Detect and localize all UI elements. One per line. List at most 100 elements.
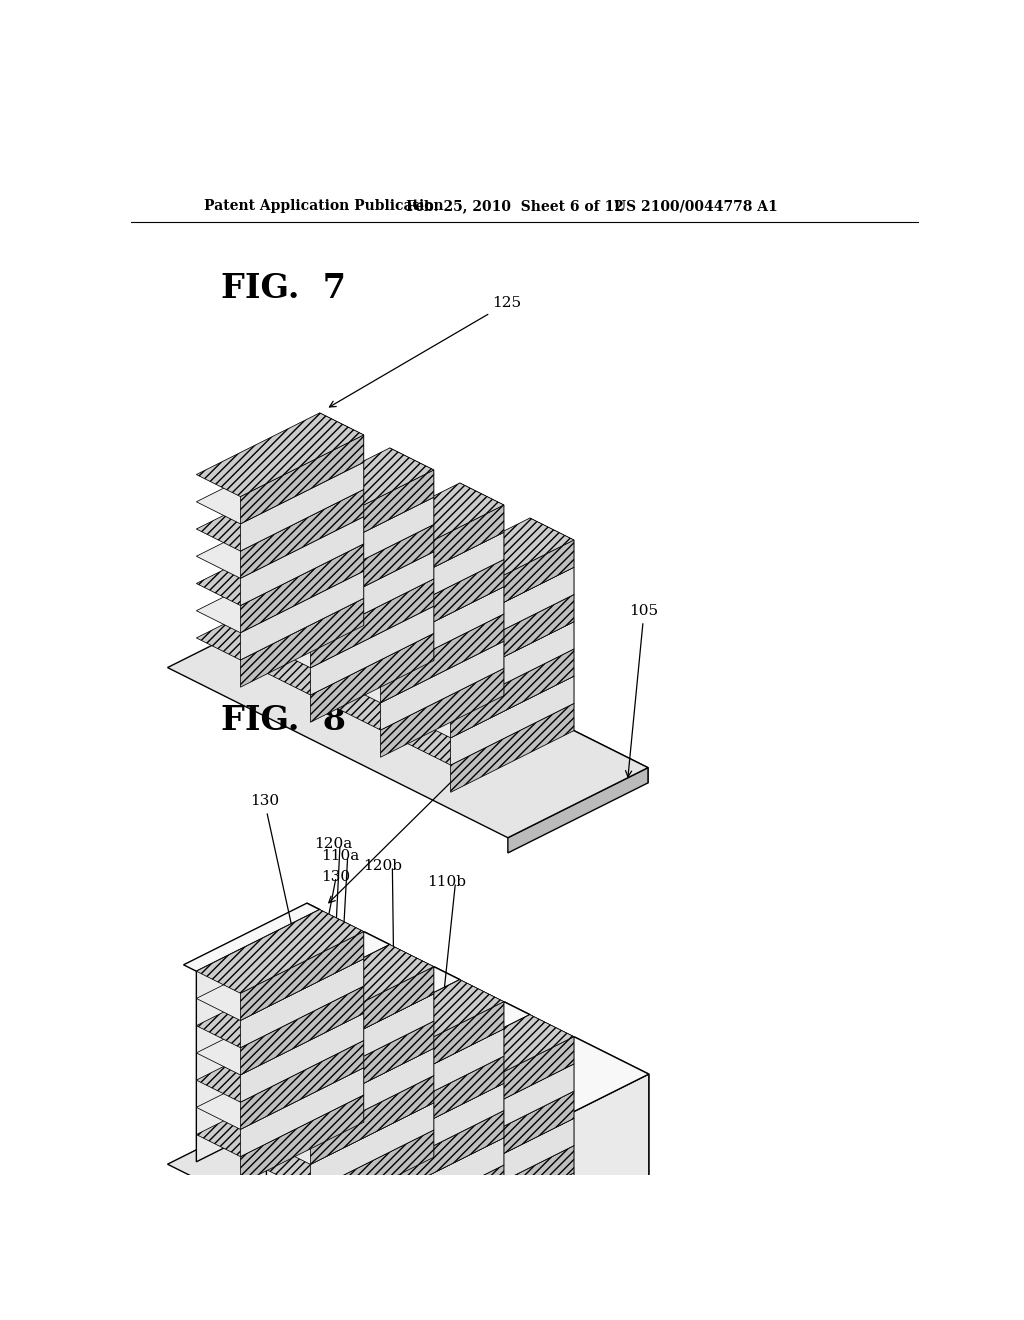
Polygon shape — [529, 1097, 573, 1146]
Polygon shape — [197, 1073, 364, 1156]
Polygon shape — [460, 483, 504, 532]
Polygon shape — [241, 490, 364, 578]
Polygon shape — [525, 1074, 649, 1320]
Polygon shape — [460, 1115, 504, 1166]
Polygon shape — [407, 545, 573, 628]
Polygon shape — [529, 1177, 573, 1228]
Polygon shape — [407, 1041, 573, 1126]
Polygon shape — [241, 516, 364, 606]
Polygon shape — [241, 462, 364, 550]
Polygon shape — [337, 647, 504, 730]
Polygon shape — [407, 1015, 529, 1267]
Polygon shape — [319, 413, 364, 462]
Polygon shape — [168, 1094, 648, 1320]
Polygon shape — [460, 979, 504, 1028]
Polygon shape — [529, 1151, 573, 1200]
Polygon shape — [529, 545, 573, 594]
Polygon shape — [310, 634, 434, 722]
Polygon shape — [310, 1048, 434, 1137]
Text: 120b: 120b — [364, 859, 402, 873]
Polygon shape — [460, 1007, 504, 1056]
Text: Feb. 25, 2010  Sheet 6 of 12: Feb. 25, 2010 Sheet 6 of 12 — [407, 199, 624, 213]
Polygon shape — [574, 1038, 649, 1265]
Polygon shape — [451, 540, 573, 628]
Polygon shape — [407, 517, 573, 602]
Polygon shape — [310, 1130, 434, 1218]
Polygon shape — [197, 521, 364, 606]
Polygon shape — [390, 1081, 434, 1130]
Polygon shape — [381, 1028, 504, 1118]
Polygon shape — [390, 447, 434, 498]
Polygon shape — [241, 1014, 364, 1102]
Polygon shape — [266, 447, 434, 532]
Polygon shape — [451, 1146, 573, 1234]
Polygon shape — [460, 537, 504, 586]
Polygon shape — [307, 1094, 648, 1279]
Polygon shape — [451, 622, 573, 710]
Polygon shape — [310, 498, 434, 586]
Polygon shape — [241, 1040, 364, 1130]
Text: 105: 105 — [626, 605, 658, 777]
Polygon shape — [319, 991, 364, 1040]
Polygon shape — [451, 594, 573, 684]
Polygon shape — [381, 1084, 504, 1172]
Polygon shape — [460, 565, 504, 614]
Text: 110b: 110b — [427, 875, 466, 890]
Polygon shape — [407, 1151, 573, 1234]
Polygon shape — [381, 1002, 529, 1076]
Polygon shape — [434, 968, 460, 1171]
Polygon shape — [319, 440, 364, 490]
Polygon shape — [241, 434, 364, 524]
Polygon shape — [451, 676, 573, 766]
Polygon shape — [197, 577, 364, 660]
Polygon shape — [529, 681, 573, 730]
Polygon shape — [390, 611, 434, 660]
Polygon shape — [407, 573, 573, 656]
Polygon shape — [319, 909, 364, 958]
Polygon shape — [266, 583, 434, 668]
Text: FIG.  8: FIG. 8 — [221, 704, 346, 737]
Polygon shape — [310, 524, 434, 614]
Polygon shape — [460, 1061, 504, 1110]
Polygon shape — [381, 1166, 504, 1254]
Polygon shape — [460, 511, 504, 560]
Polygon shape — [241, 572, 364, 660]
Polygon shape — [460, 1143, 504, 1192]
Polygon shape — [407, 1069, 573, 1152]
Polygon shape — [319, 1045, 364, 1094]
Polygon shape — [241, 544, 364, 632]
Polygon shape — [266, 1107, 434, 1192]
Polygon shape — [241, 598, 364, 688]
Polygon shape — [381, 1002, 504, 1090]
Polygon shape — [529, 573, 573, 622]
Polygon shape — [197, 909, 364, 993]
Polygon shape — [529, 1069, 573, 1118]
Polygon shape — [183, 903, 319, 972]
Polygon shape — [337, 979, 460, 1232]
Polygon shape — [310, 1076, 434, 1164]
Polygon shape — [451, 1036, 573, 1126]
Polygon shape — [381, 560, 504, 648]
Polygon shape — [407, 1097, 573, 1180]
Polygon shape — [381, 586, 504, 676]
Polygon shape — [407, 681, 573, 766]
Text: 125: 125 — [330, 296, 521, 407]
Polygon shape — [381, 1110, 504, 1200]
Polygon shape — [451, 568, 573, 656]
Polygon shape — [407, 627, 573, 710]
Text: 110a: 110a — [321, 849, 359, 863]
Polygon shape — [381, 1056, 504, 1144]
Polygon shape — [337, 619, 504, 702]
Polygon shape — [266, 999, 434, 1082]
Polygon shape — [337, 1007, 504, 1090]
Polygon shape — [390, 1026, 434, 1076]
Polygon shape — [337, 511, 504, 594]
Polygon shape — [529, 655, 573, 704]
Polygon shape — [319, 964, 364, 1014]
Polygon shape — [337, 565, 504, 648]
Polygon shape — [390, 475, 434, 524]
Polygon shape — [307, 598, 648, 783]
Polygon shape — [337, 591, 504, 676]
Polygon shape — [197, 440, 364, 524]
Polygon shape — [407, 1177, 573, 1262]
